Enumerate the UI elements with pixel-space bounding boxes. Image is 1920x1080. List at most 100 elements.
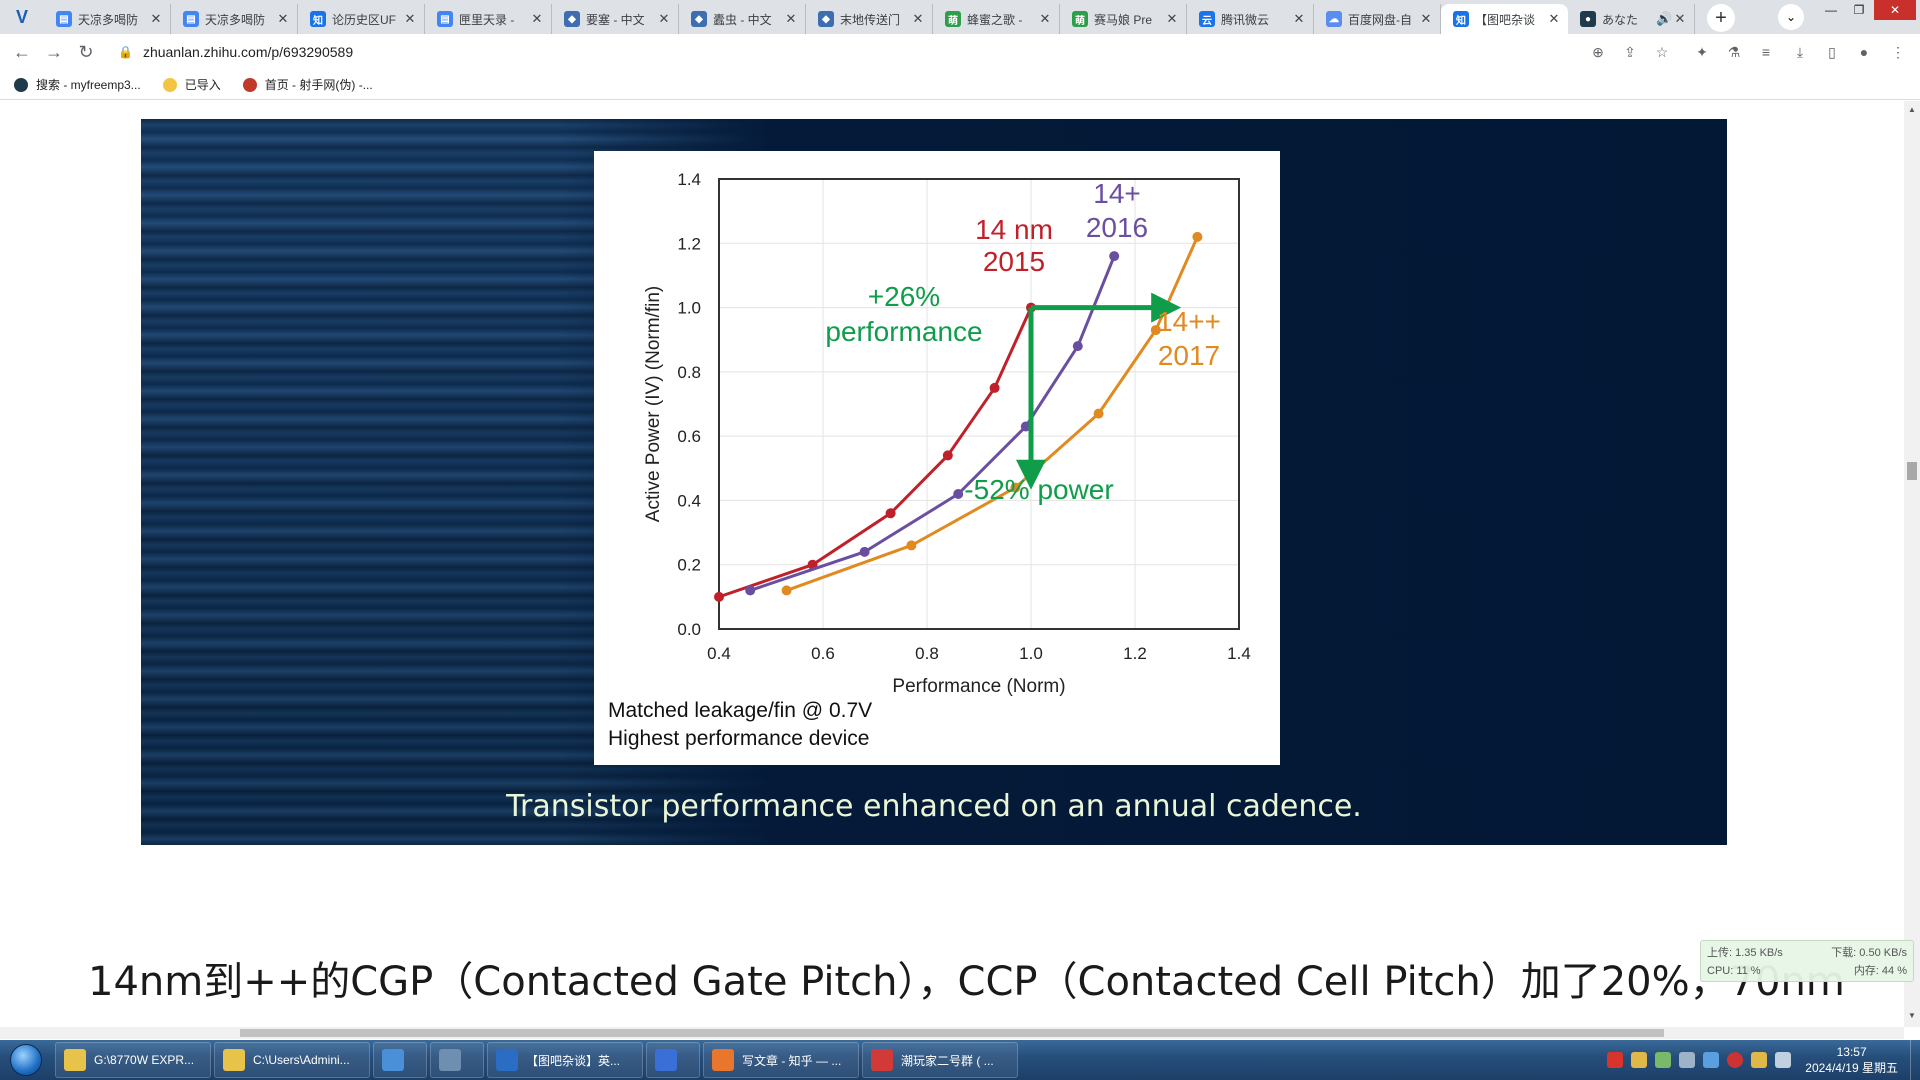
address-bar[interactable]: 🔒 zhuanlan.zhihu.com/p/693290589 (110, 37, 1670, 67)
tab-close-icon[interactable]: ✕ (785, 11, 797, 26)
shield-icon[interactable] (1751, 1052, 1768, 1068)
browser-tab[interactable]: ▤ 匣里天录 - ✕ (425, 4, 552, 34)
tab-close-icon[interactable]: ✕ (1293, 11, 1305, 26)
taskbar-item[interactable]: 【图吧杂谈】英... (487, 1042, 643, 1078)
clock-date: 2024/4/19 星期五 (1805, 1061, 1898, 1075)
tab-close-icon[interactable]: ✕ (404, 11, 416, 26)
taskbar: G:\8770W EXPR... C:\Users\Admini... 【图吧杂谈】… (0, 1040, 1920, 1080)
browser-tab[interactable]: 知论历史区UF ✕ (298, 4, 425, 34)
extensions-icon[interactable]: ✦ (1696, 43, 1708, 60)
zoom-icon[interactable]: ⊕ (1592, 43, 1604, 60)
browser-tab[interactable]: ◆ 蠹虫 - 中文 ✕ (679, 4, 806, 34)
start-button[interactable] (0, 1040, 52, 1080)
taskbar-item[interactable]: 写文章 - 知乎 — ... (703, 1042, 859, 1078)
reading-list-icon[interactable]: ≡ (1761, 44, 1771, 60)
browser-tab[interactable]: ◆ 末地传送门 ✕ (806, 4, 933, 34)
browser-tab[interactable]: ▤ 天凉多喝防 ✕ (171, 4, 298, 34)
browser-tab[interactable]: ☁ 百度网盘-自 ✕ (1314, 4, 1441, 34)
hscrollbar-thumb[interactable] (240, 1029, 1664, 1037)
browser-tab[interactable]: ◆ 要塞 - 中文 ✕ (552, 4, 679, 34)
back-icon[interactable]: ← (13, 41, 31, 62)
tab-close-icon[interactable]: ✕ (1548, 11, 1560, 26)
taskbar-item-label: G:\8770W EXPR... (94, 1053, 195, 1067)
tab-title: 【图吧杂谈 (1475, 12, 1536, 27)
labs-icon[interactable]: ⚗ (1727, 43, 1741, 60)
tab-favicon-icon: ◆ (691, 11, 707, 27)
tab-favicon-icon: 萌 (1072, 11, 1088, 27)
taskbar-item-label: 写文章 - 知乎 — ... (742, 1053, 842, 1068)
url-text: zhuanlan.zhihu.com/p/693290589 (142, 44, 354, 60)
scroll-up-icon[interactable]: ▲ (1908, 105, 1916, 114)
record-icon[interactable] (1727, 1052, 1744, 1068)
taskbar-item[interactable]: G:\8770W EXPR... (55, 1042, 211, 1078)
tab-title: 要塞 - 中文 (586, 12, 645, 27)
browser-tab[interactable]: 萌赛马娘 Pre ✕ (1060, 4, 1187, 34)
vertical-scrollbar[interactable]: ▲ ▼ (1904, 101, 1920, 1027)
browser-tab[interactable]: 知【图吧杂谈 ✕ (1441, 4, 1568, 34)
tab-close-icon[interactable]: ✕ (150, 11, 162, 26)
lock-icon[interactable]: 🔒 (118, 45, 133, 59)
browser-tab[interactable]: ● あなた 🔊 ✕ (1568, 4, 1695, 34)
share-icon[interactable]: ⇪ (1624, 43, 1636, 60)
tab-close-icon[interactable]: ✕ (1166, 11, 1178, 26)
sogou-icon[interactable] (1607, 1052, 1624, 1068)
taskbar-item[interactable] (430, 1042, 484, 1078)
taskbar-item[interactable]: 潮玩家二号群 ( ... (862, 1042, 1018, 1078)
restore-icon[interactable]: ❐ (1853, 3, 1865, 17)
forward-icon[interactable]: → (45, 41, 63, 62)
browser-tab[interactable]: 萌蜂蜜之歌 - ✕ (933, 4, 1060, 34)
upload-speed: 上传: 1.35 KB/s (1707, 947, 1783, 959)
x-tick-label: 0.6 (811, 644, 835, 663)
network-tray-icon[interactable] (1655, 1052, 1672, 1068)
reload-icon[interactable]: ↻ (78, 41, 94, 62)
tab-close-icon[interactable]: ✕ (912, 11, 924, 26)
clock[interactable]: 13:57 2024/4/19 星期五 (1805, 1044, 1898, 1076)
plot-frame (718, 178, 1240, 630)
bookmark-label: 搜索 - myfreemp3... (36, 78, 141, 92)
profile-icon[interactable]: ● (1859, 44, 1869, 60)
tab-favicon-icon: ● (1580, 11, 1596, 27)
tab-close-icon[interactable]: ✕ (531, 11, 543, 26)
browser-tab[interactable]: 云腾讯微云 ✕ (1187, 4, 1314, 34)
tab-audio-icon[interactable]: 🔊 (1656, 11, 1673, 26)
browser-tab[interactable]: ▤ 天凉多喝防 ✕ (44, 4, 171, 34)
volume-icon[interactable] (1679, 1052, 1696, 1068)
article-paragraph: 14nm到++的CGP（Contacted Gate Pitch），CCP（Co… (88, 959, 1845, 1005)
new-tab-button[interactable]: + (1707, 4, 1735, 32)
bookmark-favicon-icon (242, 77, 257, 92)
tab-close-icon[interactable]: ✕ (1674, 11, 1686, 26)
bluetooth-icon[interactable] (1703, 1052, 1720, 1068)
tab-close-icon[interactable]: ✕ (658, 11, 670, 26)
bookmark-item[interactable]: 已导入 (162, 76, 221, 93)
bookmark-star-icon[interactable]: ☆ (1655, 43, 1669, 60)
browser-menu-icon[interactable]: V (15, 6, 28, 27)
scroll-down-icon[interactable]: ▼ (1908, 1011, 1916, 1020)
usb-icon[interactable] (1631, 1052, 1648, 1068)
taskbar-item[interactable] (373, 1042, 427, 1078)
scrollbar-thumb[interactable] (1907, 462, 1917, 480)
tab-search-icon[interactable]: ⌄ (1778, 4, 1804, 30)
x-tick-label: 1.4 (1227, 644, 1251, 663)
slide-image: 0.4 0.6 0.8 1.0 1.2 1.4 0.0 0.2 0.4 0.6 0.8 1.0 1.2 1… (141, 119, 1727, 845)
taskbar-item[interactable]: C:\Users\Admini... (214, 1042, 370, 1078)
tab-title: 赛马娘 Pre (1094, 12, 1153, 27)
taskbar-item[interactable] (646, 1042, 700, 1078)
download-icon[interactable]: ⤓ (1796, 43, 1804, 60)
x-tick-label: 1.0 (1019, 644, 1043, 663)
side-panel-icon[interactable]: ▯ (1828, 43, 1836, 60)
bookmark-item[interactable]: 首页 - 射手网(伪) -... (242, 76, 373, 93)
minimize-icon[interactable]: — (1825, 3, 1837, 17)
horizontal-scrollbar[interactable] (0, 1027, 1904, 1039)
tab-close-icon[interactable]: ✕ (1420, 11, 1432, 26)
bookmark-item[interactable]: 搜索 - myfreemp3... (14, 76, 141, 93)
tab-close-icon[interactable]: ✕ (1039, 11, 1051, 26)
show-desktop-button[interactable] (1910, 1040, 1920, 1080)
bookmark-label: 已导入 (184, 78, 221, 92)
signal-icon[interactable] (1775, 1052, 1792, 1068)
more-menu-icon[interactable]: ⋮ (1891, 43, 1905, 60)
close-window-icon[interactable]: ✕ (1874, 0, 1916, 20)
tab-favicon-icon: ▤ (437, 11, 453, 27)
taskbar-app-icon (382, 1049, 404, 1071)
y-tick-label: 0.4 (677, 491, 701, 510)
tab-close-icon[interactable]: ✕ (277, 11, 289, 26)
